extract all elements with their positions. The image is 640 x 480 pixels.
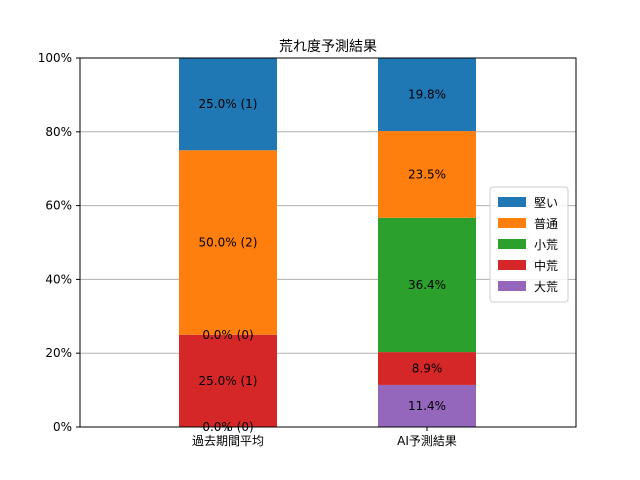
bar-segment (179, 334, 277, 427)
data-label: 8.9% (412, 362, 443, 376)
chart-title: 荒れ度予測結果 (279, 39, 377, 55)
legend-swatch (498, 218, 526, 228)
bar-segment (179, 150, 277, 335)
legend-label: 中荒 (534, 258, 558, 273)
data-label: 19.8% (408, 88, 446, 102)
y-tick-label: 100% (38, 51, 72, 65)
y-tick-label: 40% (45, 272, 72, 286)
legend-swatch (498, 197, 526, 207)
legend-box (489, 186, 569, 303)
legend-label: 普通 (534, 217, 558, 231)
data-label: 0.0% (0) (202, 328, 253, 342)
data-label: 23.5% (408, 167, 446, 181)
legend-swatch (498, 260, 526, 270)
bars (179, 58, 476, 427)
data-label: 25.0% (1) (199, 97, 258, 111)
bar-segment (179, 58, 277, 151)
bar-segment (378, 384, 476, 427)
legend-swatch (498, 281, 526, 291)
y-tick-label: 0% (53, 420, 72, 434)
data-label: 36.4% (408, 278, 446, 292)
legend-label: 堅い (534, 196, 558, 210)
bar-segment (378, 58, 476, 132)
axes: 0% 20% 40% 60% 80% 100% 過去期間平均 AI予測結果 (38, 51, 457, 448)
bar-segment (378, 217, 476, 353)
legend-label: 小荒 (534, 238, 558, 252)
data-label: 11.4% (408, 399, 446, 413)
y-tick-label: 80% (45, 125, 72, 139)
y-tick-label: 60% (45, 199, 72, 213)
y-tick-label: 20% (45, 346, 72, 360)
bar-segment (378, 352, 476, 385)
bar-segment (378, 131, 476, 218)
plot-frame (79, 57, 577, 428)
legend-swatch (498, 239, 526, 249)
legend-label: 大荒 (534, 280, 558, 294)
x-tick-label: AI予測結果 (397, 434, 457, 448)
data-label: 50.0% (2) (199, 236, 258, 250)
data-label: 25.0% (1) (199, 374, 258, 388)
x-tick-label: 過去期間平均 (192, 434, 264, 448)
